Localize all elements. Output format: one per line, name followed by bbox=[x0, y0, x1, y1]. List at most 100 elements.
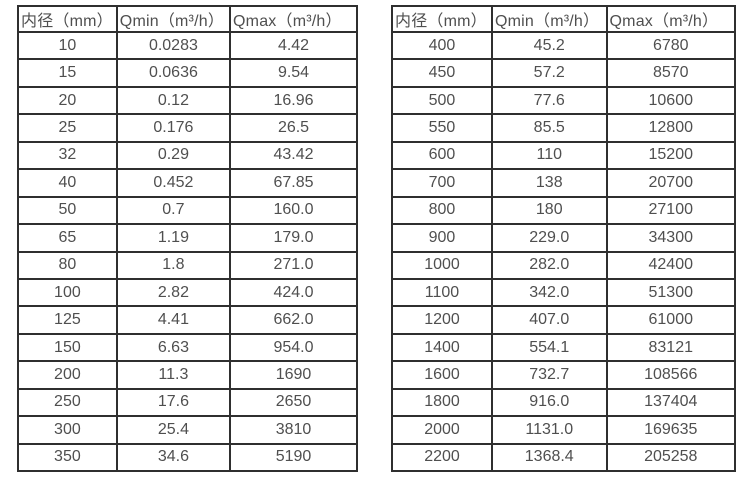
table-cell: 150 bbox=[17, 332, 118, 363]
table-cell: 1000 bbox=[391, 250, 493, 280]
table-cell: 51300 bbox=[605, 277, 737, 308]
table-cell: 43.42 bbox=[229, 140, 358, 171]
table-cell: 916.0 bbox=[490, 387, 608, 418]
table-row: 2000 1131.0 169635 bbox=[391, 415, 737, 445]
table-cell: 350 bbox=[17, 442, 118, 473]
table-cell: 169635 bbox=[605, 415, 737, 445]
table-cell: 40 bbox=[17, 168, 118, 198]
table-cell: 16.96 bbox=[229, 85, 358, 116]
table-cell: 0.7 bbox=[115, 195, 232, 226]
table-cell: 25.4 bbox=[115, 415, 232, 445]
table-cell: 400 bbox=[391, 30, 493, 61]
table-cell: 61000 bbox=[605, 305, 737, 335]
header-row: 内径（mm） Qmin（m³/h） Qmax（m³/h） bbox=[391, 5, 737, 33]
header-cell: Qmax（m³/h） bbox=[229, 5, 358, 33]
table-cell: 80 bbox=[17, 250, 118, 280]
table-cell: 77.6 bbox=[490, 85, 608, 116]
table-cell: 900 bbox=[391, 223, 493, 253]
table-cell: 2000 bbox=[391, 415, 493, 445]
table-cell: 1.8 bbox=[115, 250, 232, 280]
table-row: 50 0.7 160.0 bbox=[17, 195, 358, 226]
table-row: 65 1.19 179.0 bbox=[17, 223, 358, 253]
table-row: 1600 732.7 108566 bbox=[391, 360, 737, 390]
table-cell: 342.0 bbox=[490, 277, 608, 308]
table-cell: 83121 bbox=[605, 332, 737, 363]
header-cell: Qmax（m³/h） bbox=[605, 5, 737, 33]
table-cell: 4.42 bbox=[229, 30, 358, 61]
table-row: 250 17.6 2650 bbox=[17, 387, 358, 418]
table-cell: 1368.4 bbox=[490, 442, 608, 473]
table-cell: 9.54 bbox=[229, 58, 358, 88]
table-cell: 20 bbox=[17, 85, 118, 116]
table-cell: 138 bbox=[490, 168, 608, 198]
table-cell: 200 bbox=[17, 360, 118, 390]
header-cell: 内径（mm） bbox=[391, 5, 493, 33]
table-row: 500 77.6 10600 bbox=[391, 85, 737, 116]
flow-spec-table-large-diameters: 内径（mm） Qmin（m³/h） Qmax（m³/h） 400 45.2 6780 450… bbox=[391, 5, 737, 473]
table-cell: 0.29 bbox=[115, 140, 232, 171]
table-cell: 550 bbox=[391, 113, 493, 143]
table-row: 600 110 15200 bbox=[391, 140, 737, 171]
table-cell: 42400 bbox=[605, 250, 737, 280]
table-row: 900 229.0 34300 bbox=[391, 223, 737, 253]
table-row: 200 11.3 1690 bbox=[17, 360, 358, 390]
header-row: 内径（mm） Qmin（m³/h） Qmax（m³/h） bbox=[17, 5, 358, 33]
table-cell: 600 bbox=[391, 140, 493, 171]
table-row: 20 0.12 16.96 bbox=[17, 85, 358, 116]
table-cell: 205258 bbox=[605, 442, 737, 473]
table-cell: 11.3 bbox=[115, 360, 232, 390]
table-cell: 34.6 bbox=[115, 442, 232, 473]
table-cell: 125 bbox=[17, 305, 118, 335]
table-cell: 662.0 bbox=[229, 305, 358, 335]
table-cell: 15 bbox=[17, 58, 118, 88]
table-cell: 282.0 bbox=[490, 250, 608, 280]
table-cell: 110 bbox=[490, 140, 608, 171]
table-cell: 6780 bbox=[605, 30, 737, 61]
table-cell: 0.452 bbox=[115, 168, 232, 198]
table-cell: 8570 bbox=[605, 58, 737, 88]
table-row: 15 0.0636 9.54 bbox=[17, 58, 358, 88]
table-cell: 0.12 bbox=[115, 85, 232, 116]
table-cell: 271.0 bbox=[229, 250, 358, 280]
flow-spec-table-small-diameters: 内径（mm） Qmin（m³/h） Qmax（m³/h） 10 0.0283 4.42 15… bbox=[17, 5, 358, 473]
table-cell: 424.0 bbox=[229, 277, 358, 308]
table-cell: 0.0283 bbox=[115, 30, 232, 61]
table-cell: 954.0 bbox=[229, 332, 358, 363]
table-row: 350 34.6 5190 bbox=[17, 442, 358, 473]
table-cell: 500 bbox=[391, 85, 493, 116]
table-cell: 1690 bbox=[229, 360, 358, 390]
table-cell: 250 bbox=[17, 387, 118, 418]
table-cell: 108566 bbox=[605, 360, 737, 390]
table-row: 80 1.8 271.0 bbox=[17, 250, 358, 280]
table-cell: 450 bbox=[391, 58, 493, 88]
table-cell: 4.41 bbox=[115, 305, 232, 335]
table-cell: 20700 bbox=[605, 168, 737, 198]
table-row: 125 4.41 662.0 bbox=[17, 305, 358, 335]
table-cell: 160.0 bbox=[229, 195, 358, 226]
table-row: 800 180 27100 bbox=[391, 195, 737, 226]
header-cell: Qmin（m³/h） bbox=[115, 5, 232, 33]
header-cell: Qmin（m³/h） bbox=[490, 5, 608, 33]
table-cell: 229.0 bbox=[490, 223, 608, 253]
table-row: 100 2.82 424.0 bbox=[17, 277, 358, 308]
table-row: 25 0.176 26.5 bbox=[17, 113, 358, 143]
table-cell: 700 bbox=[391, 168, 493, 198]
table-cell: 800 bbox=[391, 195, 493, 226]
table-cell: 34300 bbox=[605, 223, 737, 253]
table-cell: 45.2 bbox=[490, 30, 608, 61]
table-cell: 1400 bbox=[391, 332, 493, 363]
table-cell: 3810 bbox=[229, 415, 358, 445]
table-row: 150 6.63 954.0 bbox=[17, 332, 358, 363]
table-cell: 300 bbox=[17, 415, 118, 445]
table-cell: 2200 bbox=[391, 442, 493, 473]
table-cell: 15200 bbox=[605, 140, 737, 171]
table-cell: 57.2 bbox=[490, 58, 608, 88]
table-cell: 554.1 bbox=[490, 332, 608, 363]
table-row: 1800 916.0 137404 bbox=[391, 387, 737, 418]
table-row: 2200 1368.4 205258 bbox=[391, 442, 737, 473]
table-cell: 1.19 bbox=[115, 223, 232, 253]
table-row: 450 57.2 8570 bbox=[391, 58, 737, 88]
table-cell: 137404 bbox=[605, 387, 737, 418]
table-cell: 27100 bbox=[605, 195, 737, 226]
